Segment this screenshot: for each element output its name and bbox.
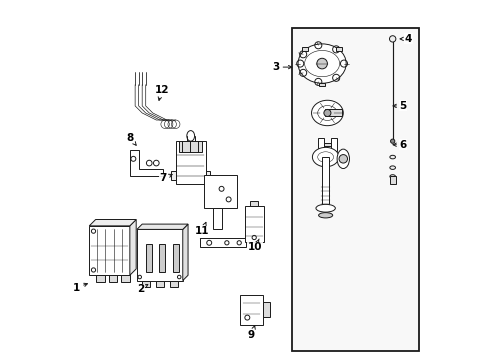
Ellipse shape [389, 175, 395, 178]
Text: 9: 9 [247, 326, 255, 340]
Circle shape [316, 58, 327, 69]
Polygon shape [137, 224, 188, 229]
Ellipse shape [389, 155, 395, 159]
Bar [156, 280, 164, 287]
Text: 8: 8 [126, 133, 136, 145]
Polygon shape [205, 171, 209, 180]
Polygon shape [130, 150, 163, 176]
Bar [170, 280, 178, 287]
Bar [175, 141, 205, 184]
Ellipse shape [336, 149, 349, 168]
Polygon shape [137, 229, 183, 280]
Polygon shape [130, 220, 136, 275]
Bar [96, 275, 105, 282]
Text: 4: 4 [399, 34, 411, 44]
Text: 12: 12 [154, 85, 168, 100]
Polygon shape [200, 238, 246, 247]
Bar [250, 201, 258, 207]
Text: 7: 7 [160, 173, 172, 183]
Text: 11: 11 [195, 222, 209, 236]
Bar [336, 47, 341, 51]
Bar [244, 207, 264, 242]
Bar [389, 176, 395, 184]
Bar [319, 82, 324, 86]
Bar [291, 28, 418, 351]
Polygon shape [212, 208, 221, 229]
Bar [330, 138, 336, 151]
Circle shape [338, 154, 347, 163]
Ellipse shape [298, 44, 346, 83]
Bar [302, 47, 307, 51]
Text: 5: 5 [392, 101, 406, 111]
Bar [145, 244, 152, 272]
Polygon shape [183, 224, 188, 280]
Ellipse shape [312, 147, 338, 167]
Polygon shape [324, 109, 341, 117]
Ellipse shape [315, 204, 335, 212]
Ellipse shape [318, 213, 332, 218]
Bar [179, 141, 202, 152]
Ellipse shape [389, 166, 395, 170]
Ellipse shape [186, 131, 194, 141]
Bar [240, 294, 263, 325]
Text: 6: 6 [392, 140, 406, 150]
Bar [318, 138, 323, 151]
Bar [172, 244, 179, 272]
Circle shape [390, 139, 394, 143]
Bar [263, 302, 269, 317]
Bar [142, 280, 150, 287]
Bar [203, 175, 237, 208]
Polygon shape [89, 226, 130, 275]
Bar [159, 244, 165, 272]
Text: 1: 1 [73, 283, 87, 293]
Ellipse shape [389, 36, 395, 42]
Ellipse shape [311, 100, 343, 126]
Bar [121, 275, 130, 282]
Bar [322, 157, 328, 208]
Circle shape [323, 109, 330, 117]
Bar [108, 275, 117, 282]
Text: 3: 3 [272, 62, 291, 72]
Text: 10: 10 [247, 239, 262, 252]
Bar [323, 143, 330, 146]
Text: 2: 2 [137, 284, 147, 294]
Polygon shape [89, 220, 136, 226]
Polygon shape [171, 171, 175, 180]
